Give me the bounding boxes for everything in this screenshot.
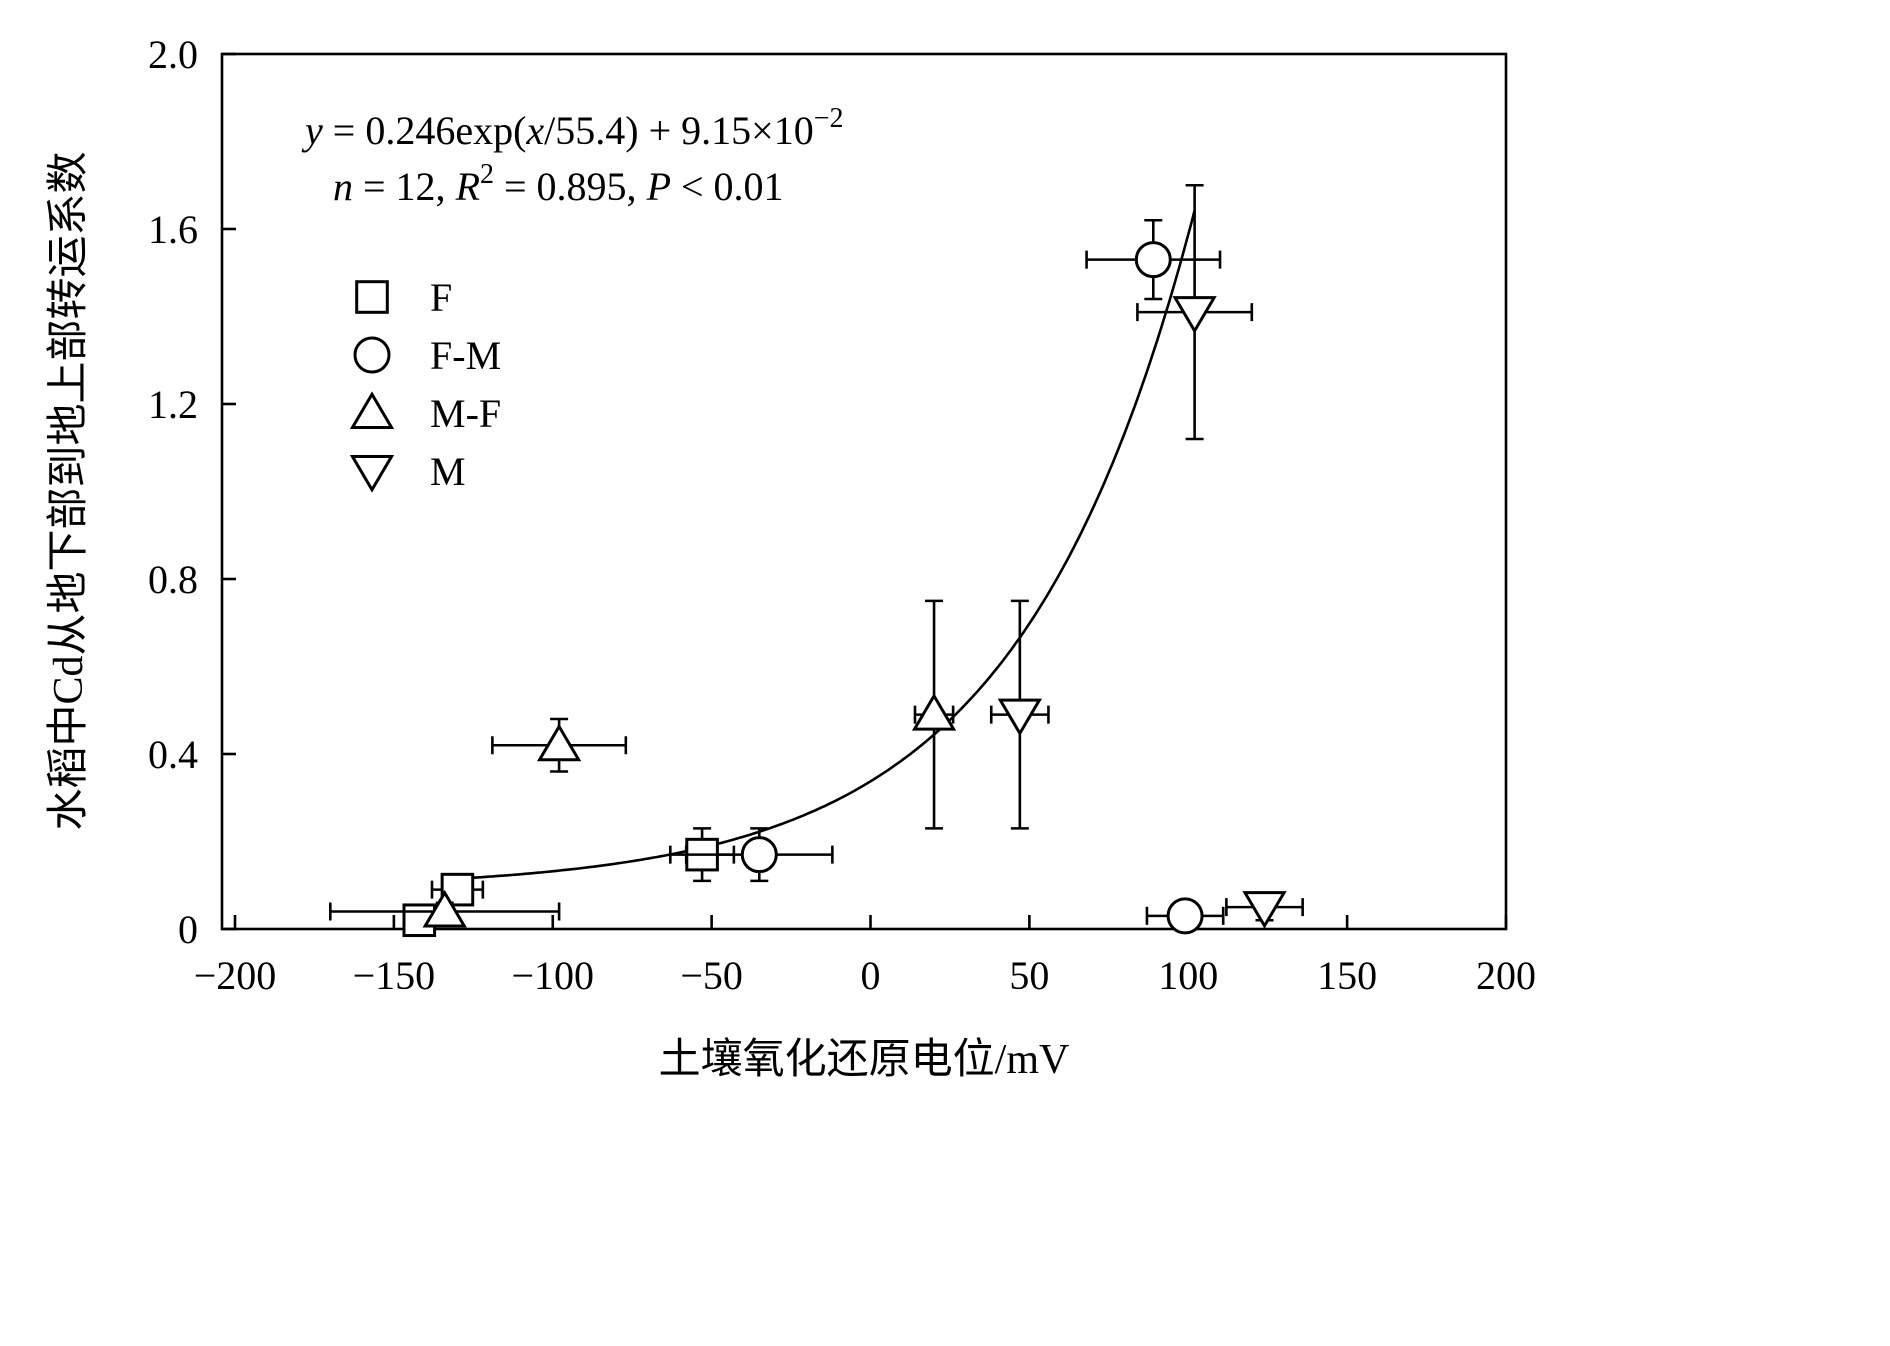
y-axis-title: 水稻中Cd从地下部到地上部转运系数 xyxy=(46,151,92,830)
stat-p-value: < 0.01 xyxy=(671,164,784,209)
marker-square xyxy=(355,280,389,314)
x-tick-label: 50 xyxy=(1009,953,1049,998)
equation-exponent: −2 xyxy=(814,103,844,134)
x-tick-label: 0 xyxy=(861,953,881,998)
legend-item-m: M xyxy=(349,449,466,494)
x-tick-label: −150 xyxy=(353,953,436,998)
x-tick-label: 150 xyxy=(1317,953,1377,998)
plot-frame xyxy=(220,52,1508,931)
x-tick-label: 200 xyxy=(1476,953,1536,998)
fit-curve xyxy=(447,210,1196,881)
marker-triangle-up xyxy=(911,692,957,731)
equation-x-var: x xyxy=(525,108,544,153)
x-tick-label: −200 xyxy=(194,953,277,998)
marker-circle xyxy=(353,336,391,374)
data-points xyxy=(329,183,1304,938)
legend-item-f: F xyxy=(355,275,452,320)
y-tick-label: 0.8 xyxy=(148,557,198,602)
stat-n-symbol: n xyxy=(333,164,353,209)
marker-triangle-up xyxy=(422,889,467,928)
series-f xyxy=(402,827,736,938)
marker-triangle-up xyxy=(349,391,395,429)
equation-part-a: = 0.246exp( xyxy=(323,108,527,153)
fit-equation: y = 0.246exp(x/55.4) + 9.15×10−2 xyxy=(301,103,844,153)
stat-n-value: = 12, xyxy=(353,164,456,209)
marker-triangle-down xyxy=(1172,296,1217,334)
legend-label: F-M xyxy=(430,333,501,378)
y-tick-label: 0.4 xyxy=(148,732,198,777)
scatter-chart: −200 −150 −100 −50 0 50 100 150 200 0 0.4 0.8 1.2 1.6… xyxy=(46,32,1536,1083)
marker-triangle-down xyxy=(997,698,1043,737)
stat-r-value: = 0.895, xyxy=(494,164,647,209)
stat-r-superscript: 2 xyxy=(480,159,494,190)
y-tick-label: 1.2 xyxy=(148,382,198,427)
series-m xyxy=(989,183,1304,929)
legend-item-f-m: F-M xyxy=(353,333,501,378)
equation-y-var: y xyxy=(301,108,323,153)
x-tick-label: −100 xyxy=(511,953,594,998)
marker-circle xyxy=(1166,897,1204,935)
series-f-m xyxy=(684,218,1225,935)
marker-triangle-up xyxy=(536,723,582,762)
marker-circle xyxy=(1134,241,1172,279)
equation-part-b: /55.4) + 9.15×10 xyxy=(544,108,814,153)
y-tick-label: 1.6 xyxy=(148,207,198,252)
legend-label: M-F xyxy=(430,391,501,436)
x-tick-label: 100 xyxy=(1158,953,1218,998)
legend-item-m-f: M-F xyxy=(349,391,501,436)
marker-triangle-down xyxy=(1242,891,1287,929)
stat-r-symbol: R xyxy=(455,164,480,209)
marker-triangle-down xyxy=(349,455,395,493)
axis-ticks: −200 −150 −100 −50 0 50 100 150 200 0 0.4 0.8 1.2 1.6… xyxy=(148,32,1536,998)
series-m-f xyxy=(329,599,957,928)
marker-circle xyxy=(740,836,778,874)
legend-label: M xyxy=(430,449,466,494)
x-axis-title: 土壤氧化还原电位/mV xyxy=(659,1036,1070,1083)
x-tick-label: −50 xyxy=(680,953,743,998)
fit-curve-layer xyxy=(447,210,1196,881)
legend-label: F xyxy=(430,275,452,320)
stat-p-symbol: P xyxy=(646,164,671,209)
y-tick-label: 2.0 xyxy=(148,32,198,77)
legend: F F-M M-F M xyxy=(349,275,501,494)
fit-statistics: n = 12, R2 = 0.895, P < 0.01 xyxy=(333,159,784,209)
y-tick-label: 0 xyxy=(178,907,198,952)
